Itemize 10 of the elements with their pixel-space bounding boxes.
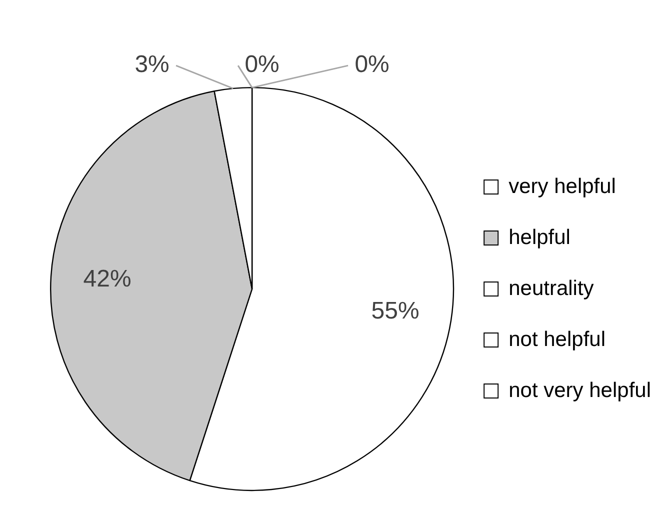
- text: 0%: [354, 51, 390, 78]
- legend-label: not helpful: [508, 328, 606, 351]
- legend-label: helpful: [508, 226, 570, 249]
- text: 0%: [244, 51, 280, 78]
- legend-label: very helpful: [508, 174, 616, 198]
- legend-label: not very helpful: [508, 378, 652, 402]
- data-label: 42%: [83, 266, 132, 293]
- legend-label: neutrality: [508, 276, 594, 300]
- data-label: 3%: [134, 51, 170, 78]
- data-label: 55%: [371, 297, 420, 324]
